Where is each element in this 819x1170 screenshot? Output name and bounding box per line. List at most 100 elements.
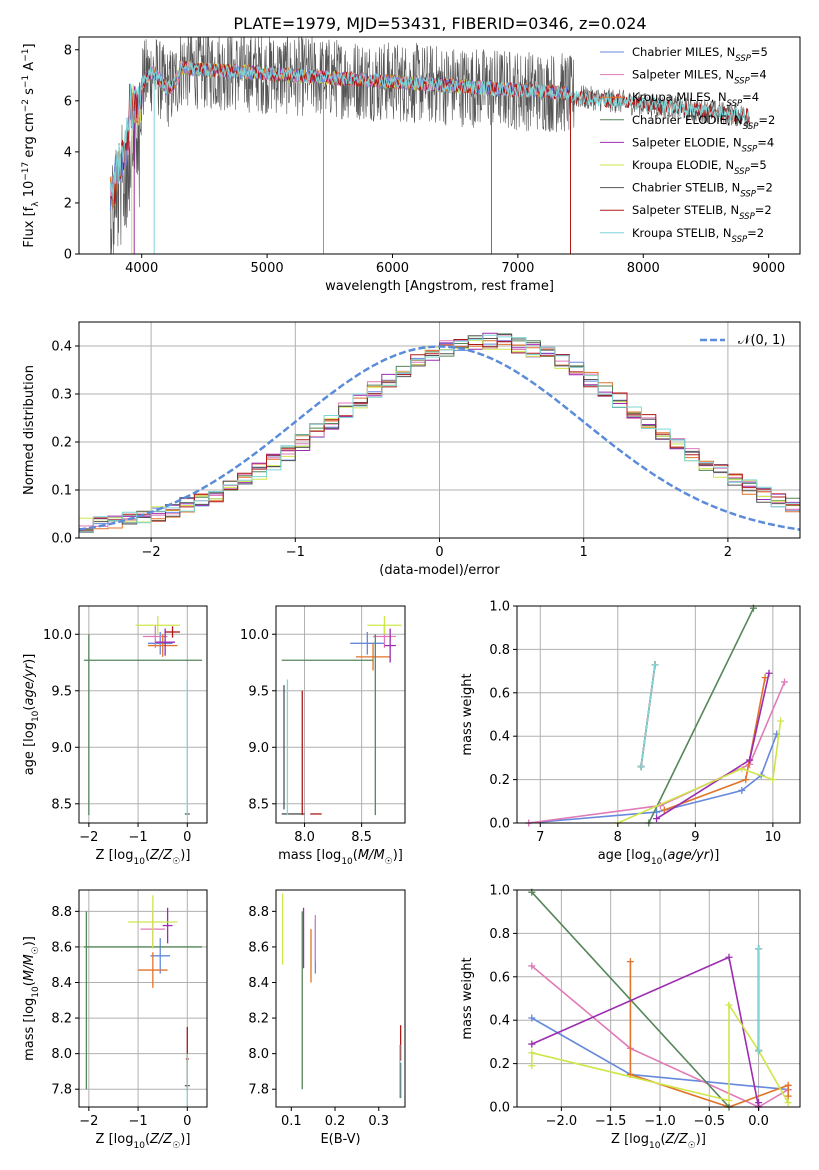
legend-text: Salpeter MILES, N xyxy=(632,68,734,82)
label-part: Z/Z xyxy=(665,1132,689,1147)
y-tick-label: 0.2 xyxy=(489,773,510,788)
y-tick-label: 0.2 xyxy=(489,1057,510,1072)
legend-label-gaussian: 𝒩(0, 1) xyxy=(738,333,785,348)
x-tick-label: 0 xyxy=(183,830,191,845)
y-tick-label: 9.5 xyxy=(248,684,269,699)
legend-sub: SSP xyxy=(739,212,755,222)
label-part: E(B-V) xyxy=(320,1132,360,1147)
y-tick-label: 8.0 xyxy=(51,1047,72,1062)
x-axis-label: (data-model)/error xyxy=(379,563,500,578)
legend-text: Kroupa ELODIE, N xyxy=(632,158,734,172)
label-part: age/yr xyxy=(22,662,37,705)
weight-point xyxy=(755,1047,763,1055)
y-tick-label: 0.2 xyxy=(51,436,72,451)
weight-point xyxy=(784,1081,792,1089)
y-tick-label: 9.0 xyxy=(51,741,72,756)
y-tick-label: 8.5 xyxy=(248,797,269,812)
label-part: age [ xyxy=(22,742,37,775)
x-tick-label: −1.0 xyxy=(644,1114,676,1129)
label-part: 10 xyxy=(31,710,41,722)
weight-point xyxy=(777,717,785,725)
x-axis-label: E(B-V) xyxy=(320,1132,360,1147)
x-tick-label: −2 xyxy=(142,545,161,560)
x-axis-label: Z [log10(Z/Z☉)] xyxy=(96,1132,191,1151)
y-tick-label: 6 xyxy=(64,94,72,109)
x-tick-label: 8.5 xyxy=(351,830,372,845)
y-tick-label: 8.2 xyxy=(248,1012,269,1027)
weight-point xyxy=(738,786,746,794)
weight-point xyxy=(765,669,773,677)
y-tick-label: 8.4 xyxy=(51,976,72,991)
weight-point xyxy=(784,1092,792,1100)
label-part: mass weight xyxy=(460,957,475,1039)
legend-label: Kroupa MILES, NSSP=4 xyxy=(632,90,759,109)
y-tick-label: 0.0 xyxy=(51,532,72,547)
y-axis-label: Normed distribution xyxy=(22,365,37,495)
errorbar-kroupa-elodie xyxy=(367,616,402,635)
x-tick-label: 7000 xyxy=(501,261,534,276)
label-part: Flux [ xyxy=(22,211,37,247)
weight-path xyxy=(531,965,789,1108)
label-part: A xyxy=(22,62,37,75)
axes-frame xyxy=(78,605,208,824)
weight-path xyxy=(656,673,770,820)
age-vs-mass-panel: 8.0 8.5 8.5 9.0 9.5 10.0 mass [log10(M/M☉)] xyxy=(240,605,406,867)
weight-point xyxy=(742,776,750,784)
legend-sub: SSP xyxy=(734,167,750,177)
y-tick-label: 1.0 xyxy=(489,884,510,899)
label-part: −1 xyxy=(21,49,31,62)
x-tick-label: −1.5 xyxy=(595,1114,627,1129)
y-tick-label: 0.6 xyxy=(489,686,510,701)
weight-line-chabrier-miles xyxy=(525,730,781,827)
errorbar-chabrier-miles xyxy=(150,938,171,974)
legend-text: Chabrier STELIB, N xyxy=(632,181,740,195)
errorbar-salpeter-stelib xyxy=(165,626,180,638)
x-tick-label: 0 xyxy=(183,1114,191,1129)
age-vs-z-panel: −2 −1 08.59.09.510.0Z [log10(Z/Z☉)]age [lo… xyxy=(22,605,208,867)
x-tick-label: 2 xyxy=(724,545,732,560)
y-tick-label: 8 xyxy=(64,43,72,58)
y-tick-label: 0.3 xyxy=(51,388,72,403)
x-tick-label: 9000 xyxy=(752,261,785,276)
errorbar-kroupa-miles xyxy=(147,634,178,657)
x-tick-label: 4000 xyxy=(125,261,158,276)
legend-label: Salpeter STELIB, NSSP=2 xyxy=(632,203,772,222)
errorbar-kroupa-miles xyxy=(355,643,391,671)
axes-frame xyxy=(275,605,406,824)
y-tick-label: 8.6 xyxy=(248,940,269,955)
y-axis-label: mass weight xyxy=(460,957,475,1039)
weight-point xyxy=(626,958,634,966)
errorbar-kroupa-elodie xyxy=(128,895,178,949)
figure-title: PLATE=1979, MJD=53431, FIBERID=0346, z=0… xyxy=(233,14,646,33)
label-part: 10 xyxy=(22,181,37,202)
y-axis-label: age [log10(age/yr)] xyxy=(22,654,41,776)
label-part: M/M xyxy=(22,954,37,981)
label-part: ( xyxy=(353,848,358,863)
label-part: )] xyxy=(709,848,719,863)
legend-label: Chabrier ELODIE, NSSP=2 xyxy=(632,113,775,132)
x-axis-label: wavelength [Angstrom, rest frame] xyxy=(325,279,554,294)
label-part: 10 xyxy=(651,857,663,867)
label-part: M/M xyxy=(358,848,385,863)
label-part: 10 xyxy=(133,1141,145,1151)
weight-line-chabrier-elodie xyxy=(645,604,757,827)
weight-path xyxy=(531,891,730,1108)
y-axis-label: Flux [fλ 10−17 erg cm−2 s−1 A−1] xyxy=(21,43,41,247)
legend-tail: =2 xyxy=(756,181,773,195)
y-tick-label: 10.0 xyxy=(43,628,72,643)
label-part: log xyxy=(114,1132,134,1147)
weight-point xyxy=(755,945,763,953)
x-tick-label: 1 xyxy=(580,545,588,560)
x-axis-label: mass [log10(M/M☉)] xyxy=(278,848,403,867)
label-part: Z [ xyxy=(611,1132,629,1147)
label-part: 10 xyxy=(133,857,145,867)
y-tick-label: 10.0 xyxy=(240,628,269,643)
label-part: ( xyxy=(145,1132,150,1147)
label-part: age [ xyxy=(598,848,631,863)
weight-point xyxy=(769,776,777,784)
x-axis-label: Z [log10(Z/Z☉)] xyxy=(96,848,191,867)
weight-line-kroupa-stelib xyxy=(755,945,763,1055)
weight-line-salpeter-elodie xyxy=(653,669,773,823)
label-part: (data-model)/error xyxy=(379,563,500,578)
